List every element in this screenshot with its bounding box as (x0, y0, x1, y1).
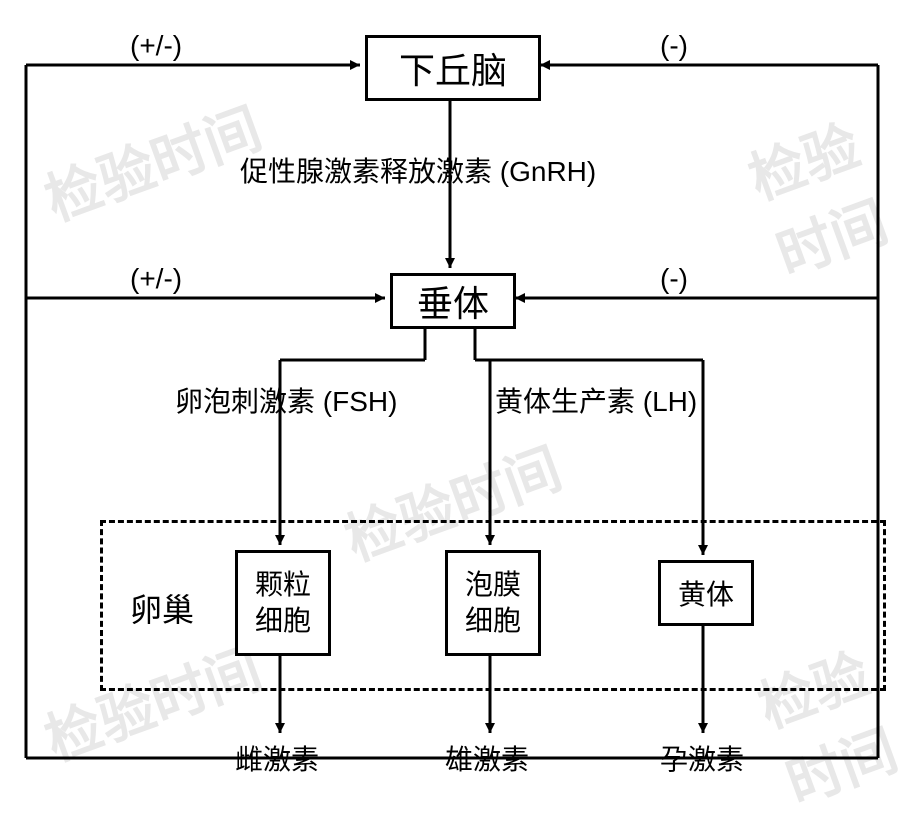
node-pituitary: 垂体 (390, 273, 516, 329)
label-progesterone: 孕激素 (660, 738, 744, 778)
label-gnrh: 促性腺激素释放激素 (GnRH) (240, 150, 596, 190)
label-feedback-pit-left: (+/-) (130, 263, 182, 295)
node-granulosa: 颗粒 细胞 (235, 550, 331, 656)
label-androgen: 雄激素 (445, 738, 529, 778)
label-lh: 黄体生产素 (LH) (495, 380, 697, 420)
node-label: 泡膜 细胞 (465, 567, 521, 640)
node-label: 颗粒 细胞 (255, 567, 311, 640)
node-label: 垂体 (417, 275, 489, 327)
diagram-canvas: 检验时间 检验时间 检验时间 检验时间 检验时间 (0, 0, 905, 840)
label-feedback-hyp-left: (+/-) (130, 30, 182, 62)
label-feedback-pit-right: (-) (660, 263, 688, 295)
node-corpus-luteum: 黄体 (658, 560, 754, 626)
label-feedback-hyp-right: (-) (660, 30, 688, 62)
ovary-label: 卵巢 (130, 585, 194, 631)
node-label: 黄体 (678, 573, 734, 613)
node-label: 下丘脑 (399, 42, 507, 94)
label-fsh: 卵泡刺激素 (FSH) (175, 380, 397, 420)
arrows-layer (0, 0, 905, 840)
node-hypothalamus: 下丘脑 (365, 35, 541, 101)
node-theca: 泡膜 细胞 (445, 550, 541, 656)
label-estrogen: 雌激素 (235, 738, 319, 778)
